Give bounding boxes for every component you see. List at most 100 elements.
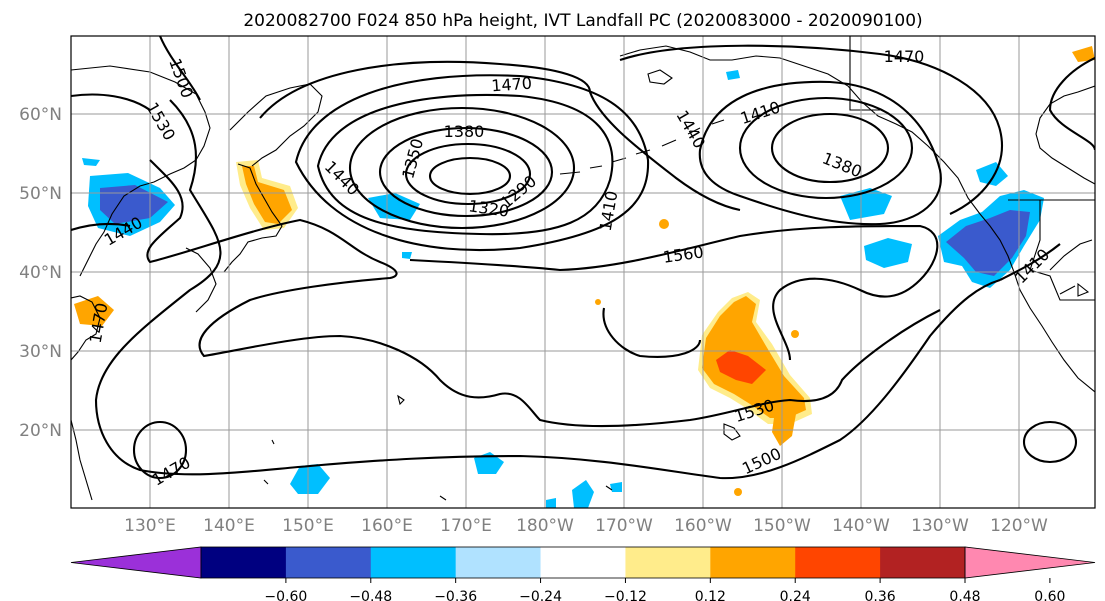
lon-label: 160°W [674,516,732,536]
ivt-positive-patch [791,330,799,338]
height-contours [71,36,1095,480]
height-contour [428,156,512,196]
height-contour [71,222,131,232]
colorbar-swatch [795,547,881,578]
lon-label: 180°W [516,516,574,536]
height-contour [404,142,532,206]
height-contour [770,112,890,184]
contour-label: 1380 [444,122,485,141]
colorbar-swatch [285,547,372,578]
ivt-positive-patch [595,299,601,305]
coastline-na [1035,85,1095,185]
lat-labels: 60°N 50°N 40°N 30°N 20°N [19,105,62,441]
lon-label: 130°E [124,516,176,536]
ivt-positive-patch [74,296,114,326]
border-states [1029,200,1095,301]
lon-label: 140°W [832,516,890,536]
height-contour [698,80,942,226]
ivt-positive-patch [659,219,669,229]
coastline-kamchatka [229,83,323,167]
colorbar-ticks: −0.60 −0.48 −0.36 −0.24 −0.12 0.12 0.24 0.36 0.4… [264,578,1065,601]
ivt-negative-patch [290,464,330,494]
lat-label: 60°N [19,105,62,125]
height-contour [159,36,201,101]
graticule [71,36,1095,508]
colorbar-swatch [880,547,966,578]
colorbar-swatch [540,547,626,578]
ivt-positive-patch [716,350,766,384]
colorbar-tick-label: 0.24 [780,589,811,601]
coastline-asia [71,65,211,277]
height-contour [348,106,576,230]
colorbar-swatch [201,547,287,578]
height-contour [999,243,1061,281]
height-contour [259,60,741,212]
lat-label: 50°N [19,184,62,204]
colorbar-tick-label: −0.60 [264,589,307,601]
colorbar-tick-label: −0.36 [434,589,477,601]
coastline-japan [223,163,283,273]
lon-labels: 130°E 140°E 150°E 160°E 170°E 180°W 170°… [124,516,1048,536]
lat-label: 20°N [19,421,62,441]
ivt-negative-patch [572,480,594,508]
ivt-negative-patch [100,185,168,224]
height-contour [71,93,151,111]
ivt-positive-patch [702,296,806,418]
lon-label: 150°W [753,516,811,536]
height-contour [132,420,188,480]
coastlines [71,36,1095,501]
height-contour [94,99,1001,480]
colorbar-tick-label: −0.24 [519,589,562,601]
ivt-positive-patch [734,488,742,496]
height-contour [294,74,650,252]
height-contour [602,307,702,358]
coastline-islands [263,394,613,501]
colorbar-frame [200,546,966,579]
figure-title: 2020082700 F024 850 hPa height, IVT Land… [243,11,922,31]
colorbar [70,546,1096,579]
ivt-negative-patch [368,193,420,220]
colorbar-tick-label: −0.12 [604,589,647,601]
height-contour [1048,57,1095,151]
lat-label: 40°N [19,263,62,283]
ivt-negative-patch [1072,46,1095,62]
ivt-negative-patch [726,70,740,80]
ivt-negative-patch [82,158,100,166]
ivt-negative-patch [402,252,412,259]
border-alaska [849,36,880,111]
coastline-asia [71,295,101,361]
colorbar-tick-label: 0.48 [949,589,980,601]
height-contour [1022,420,1078,464]
lon-label: 170°W [595,516,653,536]
height-contour [316,93,614,236]
height-contour [619,44,1003,215]
lat-label: 30°N [19,342,62,362]
colorbar-extend-low [70,546,202,579]
coastline-na [979,213,1095,393]
colorbar-tick-label: −0.48 [349,589,392,601]
ivt-negative-patch [610,482,622,492]
height-contour [409,224,939,361]
colorbar-swatch [625,547,711,578]
colorbar-swatch [455,547,542,578]
contour-label: 1470 [884,47,925,66]
lon-label: 120°W [990,516,1048,536]
lon-label: 160°E [361,516,413,536]
lon-label: 140°E [203,516,255,536]
coastline-alaska [647,69,673,85]
coastline-hawaii [723,423,741,441]
coastline-islands [71,419,93,501]
colorbar-tick-label: 0.60 [1034,589,1065,601]
ivt-negative-patch [474,452,504,474]
colorbar-tick-label: 0.12 [695,589,726,601]
contour-label: 1470 [491,74,533,96]
colorbar-swatch [710,547,796,578]
ivt-negative-patch [976,162,1008,186]
map-frame [70,35,1096,509]
lon-label: 150°E [282,516,334,536]
coastline-japan [185,247,217,313]
height-contour [378,126,554,218]
lon-label: 170°E [440,516,492,536]
